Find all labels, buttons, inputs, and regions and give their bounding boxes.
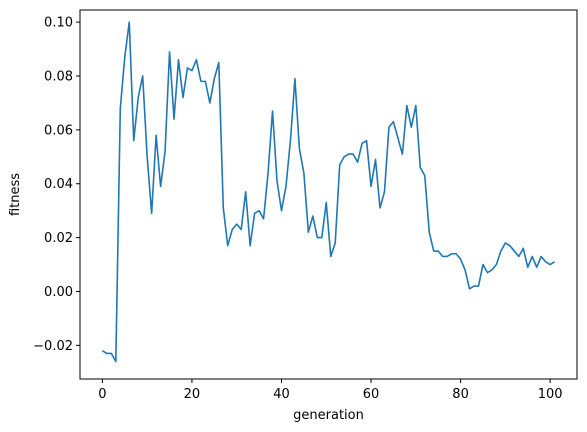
y-tick-label: 0.02 xyxy=(44,231,73,246)
x-tick-label: 60 xyxy=(363,387,380,402)
x-tick-label: 40 xyxy=(273,387,290,402)
y-tick-label: 0.06 xyxy=(44,123,73,138)
x-axis-label: generation xyxy=(293,408,364,423)
axis-ticks: 0 20 40 60 80 100 −0.02 0.00 0.02 0.04 0.06 0.08 0.1… xyxy=(33,16,562,402)
plot-area xyxy=(101,21,556,363)
x-tick-label: 0 xyxy=(98,387,106,402)
y-tick-label: 0.10 xyxy=(44,16,73,31)
y-tick-label: 0.08 xyxy=(44,69,73,84)
y-tick-label: −0.02 xyxy=(33,339,73,354)
x-tick-label: 80 xyxy=(452,387,469,402)
x-tick-label: 100 xyxy=(538,387,563,402)
axes-frame xyxy=(79,9,578,380)
y-tick-label: 0.04 xyxy=(44,177,73,192)
x-tick-label: 20 xyxy=(184,387,201,402)
series-line xyxy=(101,21,556,363)
y-axis-label: fitness xyxy=(8,173,23,216)
y-tick-label: 0.00 xyxy=(44,285,73,300)
